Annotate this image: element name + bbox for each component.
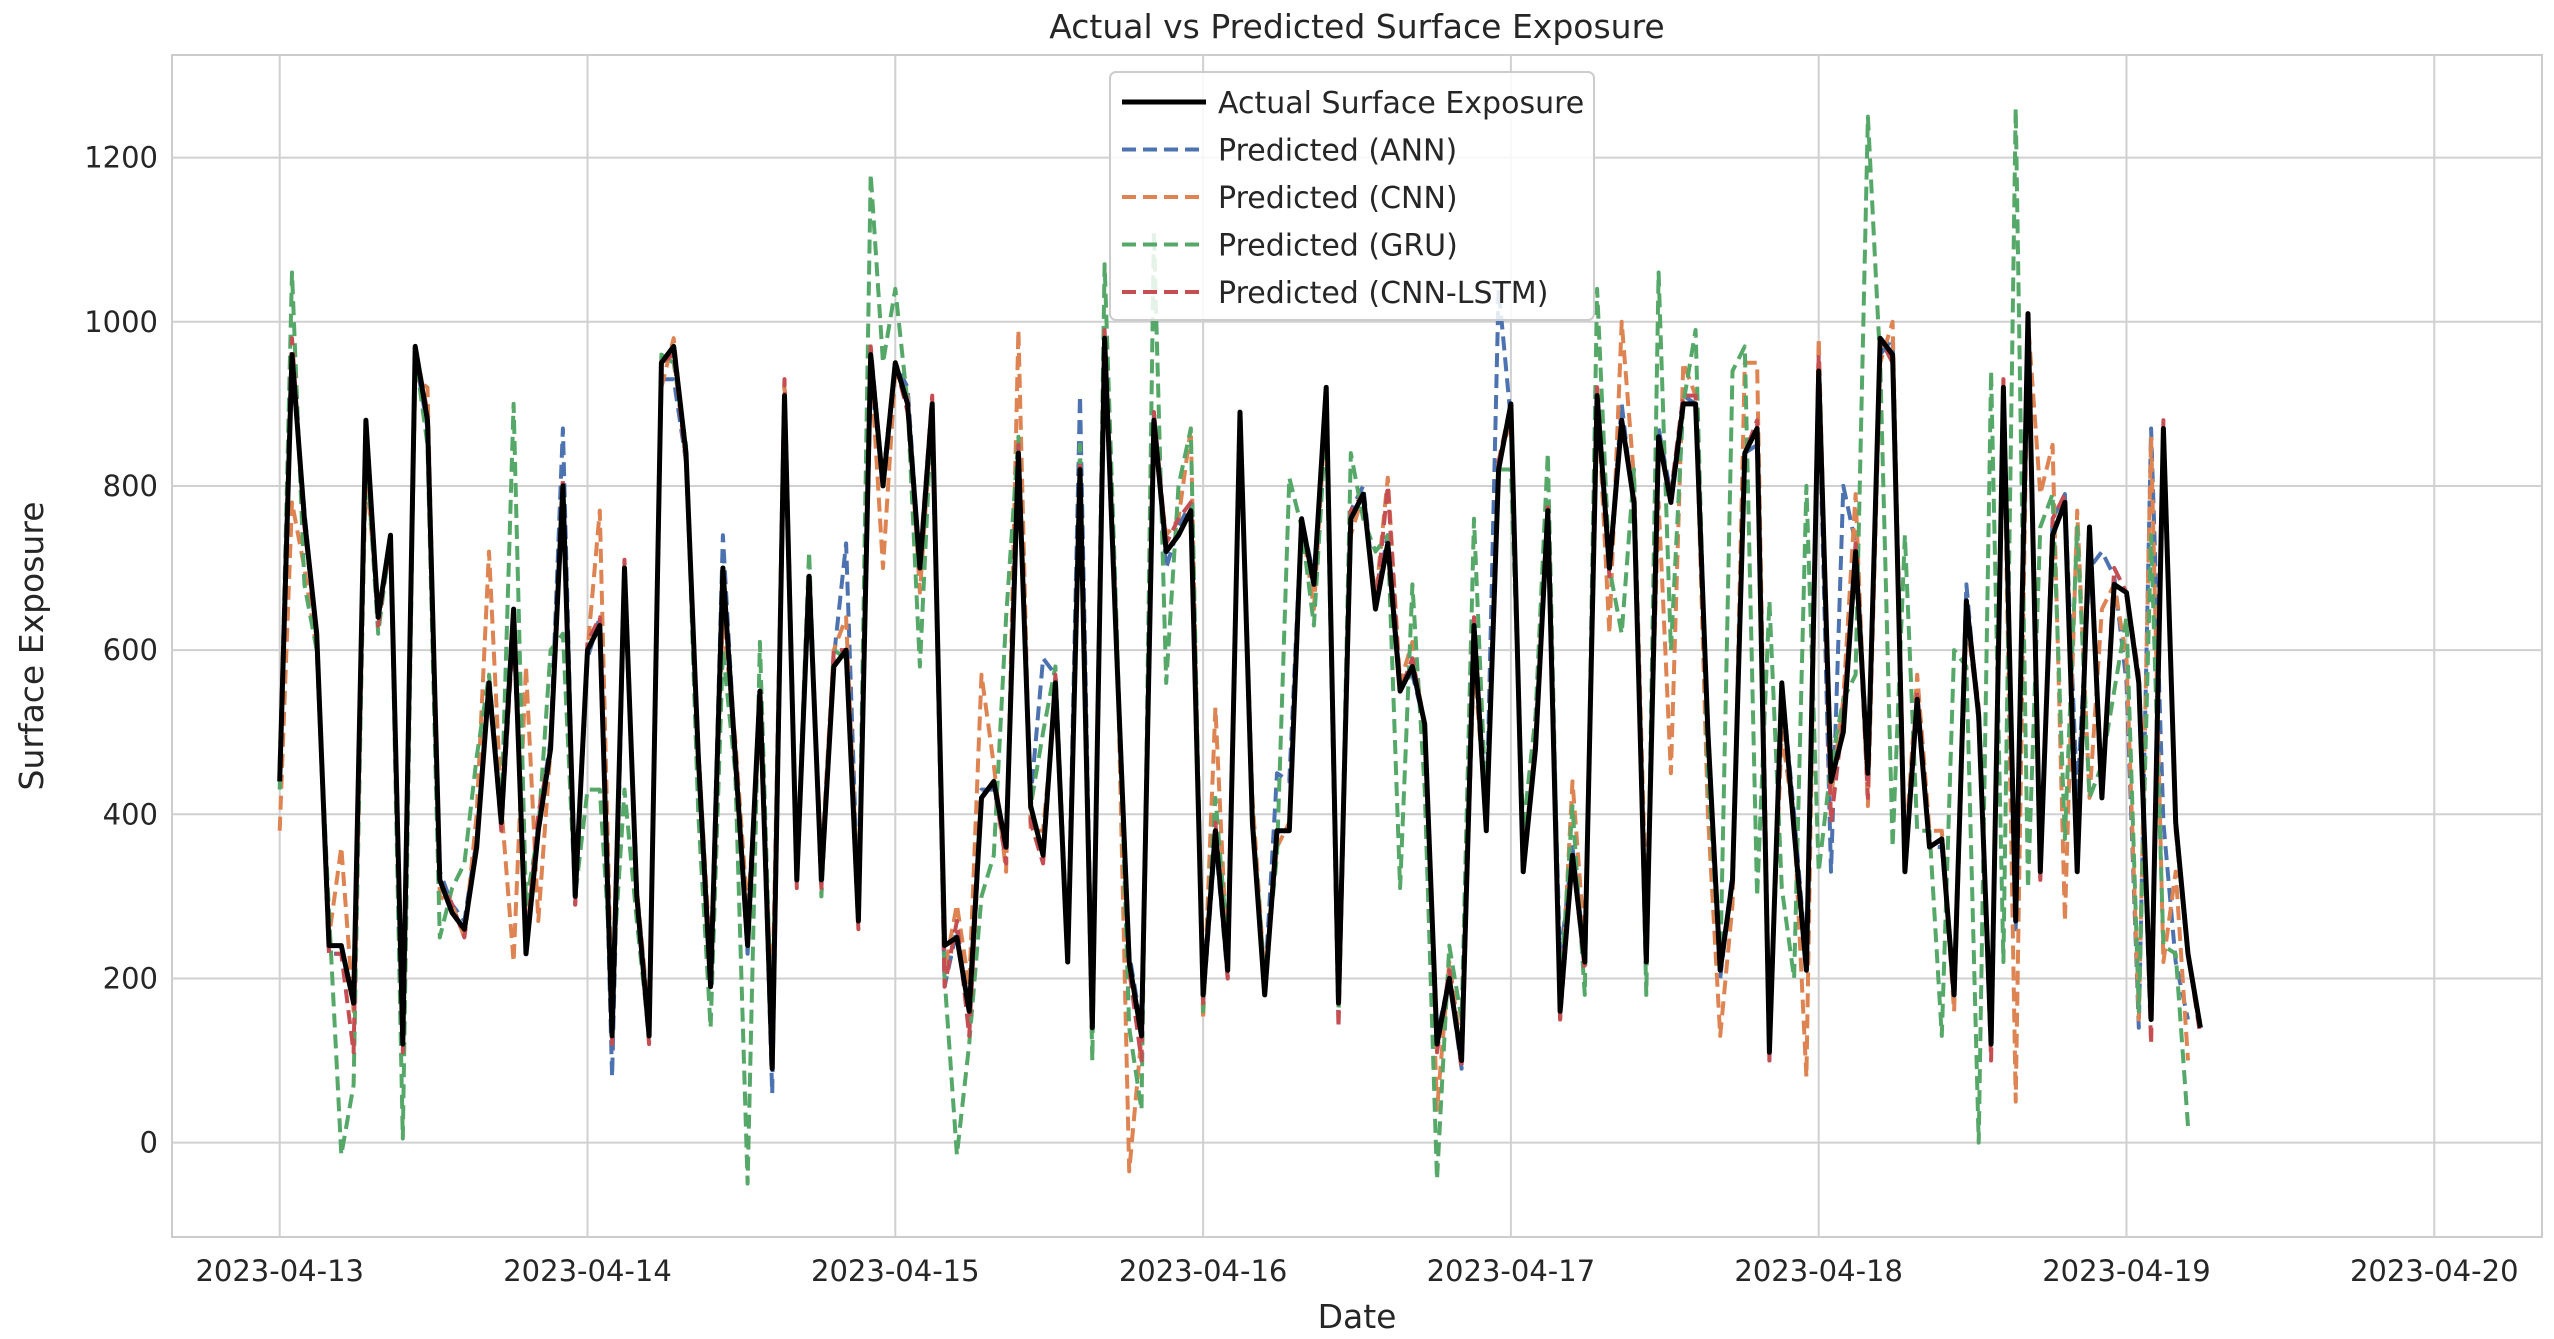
x-tick-label: 2023-04-15: [811, 1254, 980, 1288]
x-tick-label: 2023-04-16: [1119, 1254, 1288, 1288]
legend-label: Predicted (CNN-LSTM): [1218, 276, 1548, 311]
y-tick-label: 800: [103, 469, 158, 503]
legend-label: Actual Surface Exposure: [1218, 86, 1584, 121]
tick-labels: 0 200 400 600 800 1000 1200 2023-04-13 2023-04-1…: [84, 141, 2518, 1288]
series-line-3: [277, 106, 2190, 1186]
legend-label: Predicted (ANN): [1218, 134, 1457, 169]
x-tick-label: 2023-04-20: [2350, 1254, 2519, 1288]
grid: [172, 55, 2542, 1237]
y-tick-label: 0: [140, 1126, 158, 1160]
y-tick-label: 600: [103, 633, 158, 667]
chart-title: Actual vs Predicted Surface Exposure: [1049, 7, 1664, 46]
y-axis-label: Surface Exposure: [12, 502, 51, 791]
y-tick-label: 1000: [84, 305, 158, 339]
x-tick-label: 2023-04-13: [195, 1254, 364, 1288]
x-axis-label: Date: [1318, 1297, 1397, 1336]
x-tick-label: 2023-04-14: [503, 1254, 672, 1288]
legend-box: [1109, 71, 1595, 321]
legend-label: Predicted (GRU): [1218, 229, 1458, 264]
series-layer: [277, 106, 2203, 1186]
y-tick-label: 1200: [84, 141, 158, 175]
legend-label: Predicted (CNN): [1218, 181, 1458, 216]
x-tick-label: 2023-04-19: [2042, 1254, 2211, 1288]
series-line-0: [277, 311, 2203, 1072]
x-tick-label: 2023-04-17: [1427, 1254, 1596, 1288]
legend: Actual Surface Exposure Predicted (ANN) Pr…: [1109, 71, 1595, 321]
y-tick-label: 400: [103, 797, 158, 831]
x-tick-label: 2023-04-18: [1734, 1254, 1903, 1288]
y-tick-label: 200: [103, 961, 158, 995]
